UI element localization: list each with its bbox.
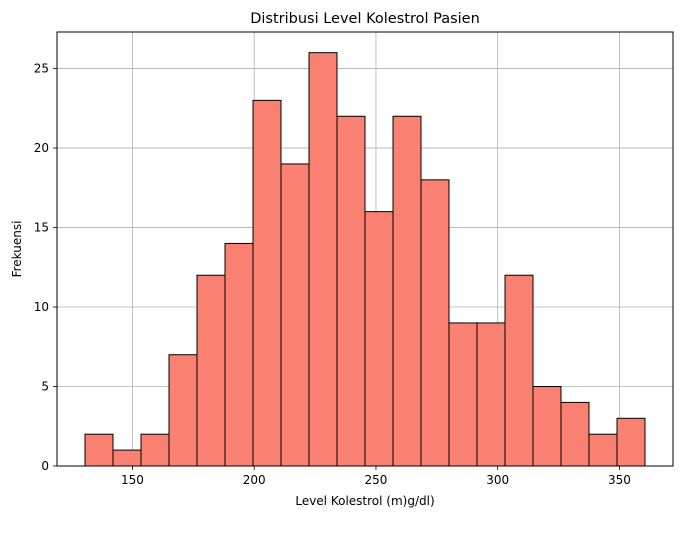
plot-area-frame bbox=[56, 31, 674, 467]
x-tick-label: 200 bbox=[243, 473, 266, 487]
histogram-bar bbox=[196, 274, 226, 467]
histogram-bar bbox=[560, 401, 590, 467]
histogram-bar bbox=[140, 433, 170, 467]
y-axis-label: Frekuensi bbox=[10, 221, 24, 278]
histogram-bar bbox=[504, 274, 534, 467]
histogram-bar bbox=[168, 354, 198, 467]
y-tick-label: 20 bbox=[34, 141, 49, 155]
histogram-bar bbox=[420, 179, 450, 467]
histogram-bar bbox=[112, 449, 142, 467]
y-tick-label: 25 bbox=[34, 62, 49, 76]
histogram-bar bbox=[448, 322, 478, 467]
histogram-bar bbox=[364, 211, 394, 467]
y-tick-label: 5 bbox=[41, 380, 49, 394]
histogram-bar bbox=[252, 99, 282, 467]
chart-title: Distribusi Level Kolestrol Pasien bbox=[250, 11, 480, 27]
y-tick-label: 15 bbox=[34, 221, 49, 235]
histogram-bar bbox=[224, 242, 254, 467]
histogram-bar bbox=[280, 163, 310, 467]
histogram-bar bbox=[532, 386, 562, 467]
histogram-bar bbox=[616, 417, 646, 467]
bars bbox=[84, 52, 646, 467]
x-tick-label: 350 bbox=[608, 473, 631, 487]
histogram-bar bbox=[588, 433, 618, 467]
histogram-bar bbox=[336, 115, 366, 467]
histogram-bar bbox=[476, 322, 506, 467]
x-tick-label: 300 bbox=[486, 473, 509, 487]
histogram-bar bbox=[392, 115, 422, 467]
y-axis-ticks: 0 5 10 15 20 25 bbox=[34, 62, 57, 473]
y-tick-label: 0 bbox=[41, 459, 49, 473]
x-axis-label: Level Kolestrol (m)g/dl) bbox=[295, 494, 434, 508]
histogram-bar bbox=[84, 433, 114, 467]
histogram-bar bbox=[308, 52, 338, 467]
x-tick-label: 150 bbox=[121, 473, 144, 487]
x-tick-label: 250 bbox=[365, 473, 388, 487]
x-axis-ticks: 150 200 250 300 350 bbox=[121, 466, 631, 487]
y-tick-label: 10 bbox=[34, 300, 49, 314]
